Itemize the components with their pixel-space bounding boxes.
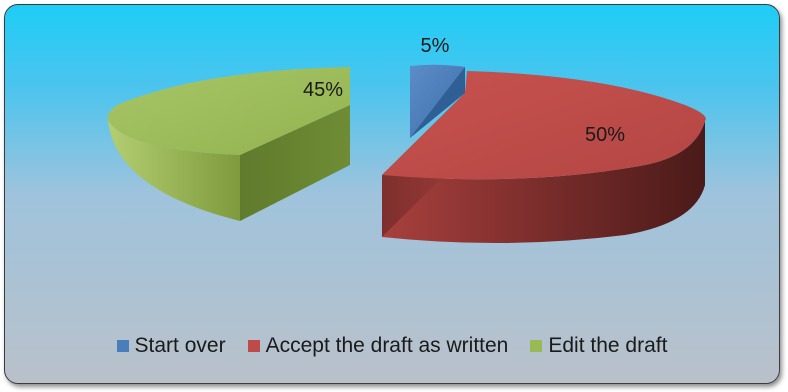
slice-edit-the-draft-wall: [108, 120, 240, 221]
legend-item-edit-the-draft: Edit the draft: [530, 334, 667, 358]
slice-accept-the-draft: [382, 71, 706, 244]
slice-accept-the-draft-front: [382, 121, 705, 244]
slice-start-over-top: [410, 64, 465, 138]
slice-edit-the-draft-top: [107, 67, 351, 155]
data-label-accept-the-draft: 50%: [585, 124, 625, 146]
data-label-start-over: 5%: [421, 35, 450, 57]
legend-item-start-over: Start over: [116, 334, 226, 358]
legend-swatch-accept-the-draft: [247, 340, 260, 352]
legend-label-start-over: Start over: [134, 334, 226, 357]
legend-swatch-edit-the-draft: [530, 340, 543, 352]
legend-swatch-start-over: [116, 340, 129, 352]
slice-edit-the-draft: [107, 67, 351, 221]
chart-area: 5% 50% 45% Start over Accept the draft a…: [4, 4, 780, 384]
slice-start-over: [410, 64, 465, 138]
legend-label-edit-the-draft: Edit the draft: [548, 334, 668, 357]
legend: Start over Accept the draft as written E…: [5, 334, 779, 358]
slice-accept-the-draft-top: [382, 71, 706, 180]
slice-edit-the-draft-cut: [240, 105, 350, 221]
legend-item-accept-the-draft: Accept the draft as written: [247, 334, 509, 358]
data-label-edit-the-draft: 45%: [303, 79, 343, 101]
pie-chart: 5% 50% 45%: [107, 35, 706, 244]
legend-label-accept-the-draft: Accept the draft as written: [265, 334, 509, 357]
